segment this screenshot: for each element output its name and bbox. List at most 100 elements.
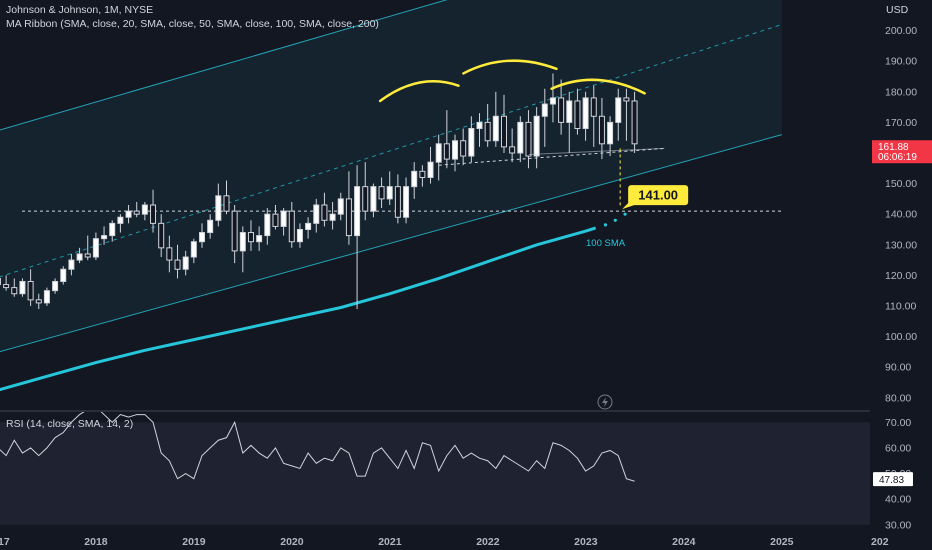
time-tick-1: 2018 bbox=[84, 536, 108, 548]
time-tick-2: 2019 bbox=[182, 536, 206, 548]
candle-37 bbox=[247, 220, 254, 251]
candle-body-68 bbox=[500, 115, 507, 148]
candle-body-41 bbox=[280, 210, 287, 227]
candle-body-24 bbox=[141, 204, 148, 215]
candle-53 bbox=[378, 177, 385, 209]
candle-body-32 bbox=[207, 219, 214, 234]
candle-body-72 bbox=[533, 115, 540, 157]
candle-body-40 bbox=[272, 213, 279, 227]
candle-33 bbox=[215, 183, 222, 227]
annotations: 141.00 100 SMA bbox=[586, 185, 689, 410]
candle-body-13 bbox=[52, 280, 59, 292]
last-price-tag bbox=[872, 140, 932, 164]
sma100-label: 100 SMA bbox=[586, 238, 626, 249]
candle-body-46 bbox=[321, 204, 328, 221]
candle-55 bbox=[394, 174, 401, 224]
rsi-tick-3: 40.00 bbox=[885, 494, 911, 506]
price-tick-0: 200.00 bbox=[885, 25, 917, 37]
time-tick-8: 2025 bbox=[770, 536, 794, 548]
indicator-legend: MA Ribbon (SMA, close, 20, SMA, close, 5… bbox=[6, 18, 379, 30]
sma100-line bbox=[0, 226, 597, 392]
channel-mid-line bbox=[0, 24, 782, 278]
candle-body-23 bbox=[133, 210, 140, 215]
price-tick-7: 130.00 bbox=[885, 239, 917, 251]
last-price-value: 161.88 bbox=[878, 142, 909, 153]
price-tick-2: 180.00 bbox=[885, 86, 917, 98]
time-tick-3: 2020 bbox=[280, 536, 304, 548]
candle-40 bbox=[272, 205, 279, 230]
candle-8 bbox=[11, 278, 18, 297]
time-tick-5: 2022 bbox=[476, 536, 500, 548]
candle-11 bbox=[35, 293, 42, 310]
candle-47 bbox=[329, 201, 336, 230]
candle-body-42 bbox=[288, 210, 295, 243]
candle-body-69 bbox=[509, 146, 516, 154]
candle-9 bbox=[19, 278, 26, 297]
rsi-line bbox=[0, 412, 635, 482]
candle-18 bbox=[92, 232, 99, 261]
rsi-tick-0: 70.00 bbox=[885, 417, 911, 429]
candle-body-43 bbox=[296, 228, 303, 243]
candle-body-16 bbox=[76, 253, 83, 261]
candle-body-11 bbox=[35, 299, 42, 304]
candle-body-73 bbox=[541, 103, 548, 117]
candle-body-77 bbox=[574, 100, 581, 130]
candle-body-60 bbox=[435, 143, 442, 163]
rsi-tick-1: 60.00 bbox=[885, 442, 911, 454]
neckline bbox=[438, 147, 665, 166]
pattern-arc-0 bbox=[378, 80, 460, 103]
rsi-plot bbox=[0, 412, 635, 482]
candle-44 bbox=[305, 217, 312, 239]
candle-66 bbox=[484, 104, 491, 147]
candle-78 bbox=[582, 91, 589, 141]
candle-body-19 bbox=[101, 235, 108, 240]
candle-body-62 bbox=[452, 140, 459, 160]
channel-lower-line bbox=[0, 134, 782, 353]
candle-body-36 bbox=[239, 232, 246, 252]
candle-57 bbox=[411, 162, 418, 199]
candle-19 bbox=[101, 226, 108, 245]
candle-52 bbox=[370, 183, 377, 218]
candle-70 bbox=[517, 116, 524, 163]
price-tick-3: 170.00 bbox=[885, 117, 917, 129]
candle-body-54 bbox=[386, 186, 393, 200]
candle-body-82 bbox=[615, 97, 622, 123]
candle-body-9 bbox=[19, 280, 26, 295]
time-tick-0: 2017 bbox=[0, 536, 10, 548]
candle-body-38 bbox=[256, 235, 263, 243]
candle-body-70 bbox=[517, 121, 524, 154]
candle-28 bbox=[174, 244, 181, 279]
price-tick-1: 190.00 bbox=[885, 56, 917, 68]
candle-30 bbox=[190, 238, 197, 264]
candle-20 bbox=[109, 220, 116, 242]
candle-77 bbox=[574, 88, 581, 135]
candle-body-34 bbox=[223, 195, 230, 212]
candle-65 bbox=[476, 113, 483, 147]
candle-body-55 bbox=[394, 186, 401, 218]
rsi-tick-4: 30.00 bbox=[885, 519, 911, 531]
candle-56 bbox=[403, 177, 410, 224]
candle-body-59 bbox=[427, 161, 434, 178]
time-tick-4: 2021 bbox=[378, 536, 402, 548]
candle-body-64 bbox=[468, 128, 475, 157]
candle-27 bbox=[166, 235, 173, 273]
sma100-projection-dot-1 bbox=[613, 218, 617, 222]
candle-34 bbox=[223, 180, 230, 215]
candle-63 bbox=[460, 128, 467, 166]
candle-body-80 bbox=[598, 115, 605, 145]
candle-body-49 bbox=[345, 198, 352, 237]
candle-81 bbox=[607, 116, 614, 157]
sma100-projection-dot-2 bbox=[623, 212, 627, 216]
candle-body-47 bbox=[329, 213, 336, 221]
candle-14 bbox=[60, 266, 67, 285]
rsi-band bbox=[0, 422, 870, 525]
candle-body-67 bbox=[492, 115, 499, 142]
neckline-solid bbox=[528, 147, 665, 156]
candle-50 bbox=[354, 165, 361, 310]
price-tick-6: 140.00 bbox=[885, 209, 917, 221]
candle-body-76 bbox=[566, 100, 573, 123]
candle-41 bbox=[280, 208, 287, 236]
pattern-arc-1 bbox=[462, 59, 558, 75]
axes: 200.00190.00180.00170.00160.00150.00140.… bbox=[0, 25, 932, 548]
